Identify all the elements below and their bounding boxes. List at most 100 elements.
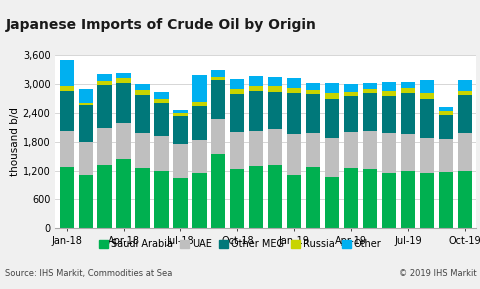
Bar (457, 133, 471, 171)
Bar (267, 92, 282, 129)
Bar (400, 82, 414, 88)
Bar (78, 142, 93, 175)
Bar (324, 83, 338, 93)
Bar (230, 94, 244, 132)
Bar (230, 89, 244, 94)
Bar (135, 168, 149, 228)
Text: Source: IHS Markit, Commodities at Sea: Source: IHS Markit, Commodities at Sea (5, 268, 172, 278)
Bar (97, 74, 111, 81)
Bar (438, 115, 452, 139)
Bar (324, 177, 338, 228)
Bar (362, 168, 376, 228)
Bar (400, 88, 414, 93)
Bar (419, 138, 433, 173)
Bar (362, 83, 376, 89)
Bar (173, 113, 187, 116)
Bar (267, 77, 282, 86)
Bar (287, 88, 300, 93)
Bar (60, 131, 73, 167)
Y-axis label: thousand b/d: thousand b/d (10, 107, 20, 176)
Bar (324, 93, 338, 99)
Bar (343, 92, 358, 96)
Bar (154, 99, 168, 103)
Bar (116, 77, 131, 83)
Bar (192, 75, 206, 102)
Bar (381, 96, 395, 134)
Bar (305, 133, 320, 167)
Bar (211, 77, 225, 80)
Bar (400, 93, 414, 134)
Bar (116, 73, 131, 77)
Bar (249, 76, 263, 86)
Bar (438, 107, 452, 111)
Bar (305, 167, 320, 228)
Text: © 2019 IHS Markit: © 2019 IHS Markit (398, 268, 475, 278)
Bar (78, 89, 93, 103)
Bar (400, 134, 414, 171)
Bar (78, 105, 93, 142)
Bar (154, 92, 168, 99)
Bar (249, 166, 263, 228)
Bar (60, 60, 73, 86)
Bar (154, 171, 168, 228)
Bar (267, 86, 282, 92)
Bar (211, 154, 225, 228)
Bar (211, 80, 225, 119)
Bar (192, 140, 206, 173)
Bar (116, 160, 131, 228)
Bar (400, 171, 414, 228)
Bar (287, 134, 300, 175)
Bar (438, 111, 452, 115)
Bar (343, 132, 358, 168)
Bar (362, 93, 376, 131)
Bar (97, 81, 111, 85)
Bar (192, 102, 206, 106)
Bar (457, 95, 471, 133)
Bar (457, 80, 471, 90)
Bar (154, 136, 168, 171)
Bar (381, 173, 395, 228)
Bar (419, 99, 433, 138)
Bar (457, 171, 471, 228)
Bar (287, 175, 300, 228)
Bar (78, 175, 93, 228)
Bar (305, 95, 320, 133)
Bar (97, 85, 111, 128)
Bar (173, 144, 187, 178)
Bar (230, 79, 244, 89)
Bar (135, 90, 149, 95)
Bar (362, 89, 376, 93)
Bar (230, 169, 244, 228)
Bar (362, 131, 376, 168)
Bar (154, 103, 168, 136)
Bar (97, 128, 111, 165)
Bar (249, 131, 263, 166)
Bar (419, 173, 433, 228)
Bar (211, 70, 225, 77)
Bar (419, 93, 433, 99)
Bar (249, 86, 263, 91)
Bar (211, 119, 225, 154)
Bar (173, 116, 187, 144)
Bar (97, 165, 111, 228)
Bar (116, 123, 131, 160)
Bar (343, 96, 358, 132)
Bar (381, 134, 395, 173)
Bar (438, 173, 452, 228)
Bar (192, 106, 206, 140)
Bar (249, 91, 263, 131)
Legend: Saudi Arabia, UAE, Other MEG, Russia, Other: Saudi Arabia, UAE, Other MEG, Russia, Ot… (99, 239, 381, 249)
Bar (267, 129, 282, 165)
Bar (135, 84, 149, 90)
Bar (419, 80, 433, 93)
Bar (343, 168, 358, 228)
Bar (457, 90, 471, 95)
Bar (305, 83, 320, 90)
Bar (267, 165, 282, 228)
Bar (78, 103, 93, 105)
Bar (324, 99, 338, 138)
Text: Japanese Imports of Crude Oil by Origin: Japanese Imports of Crude Oil by Origin (6, 18, 316, 32)
Bar (192, 173, 206, 228)
Bar (438, 139, 452, 173)
Bar (135, 134, 149, 168)
